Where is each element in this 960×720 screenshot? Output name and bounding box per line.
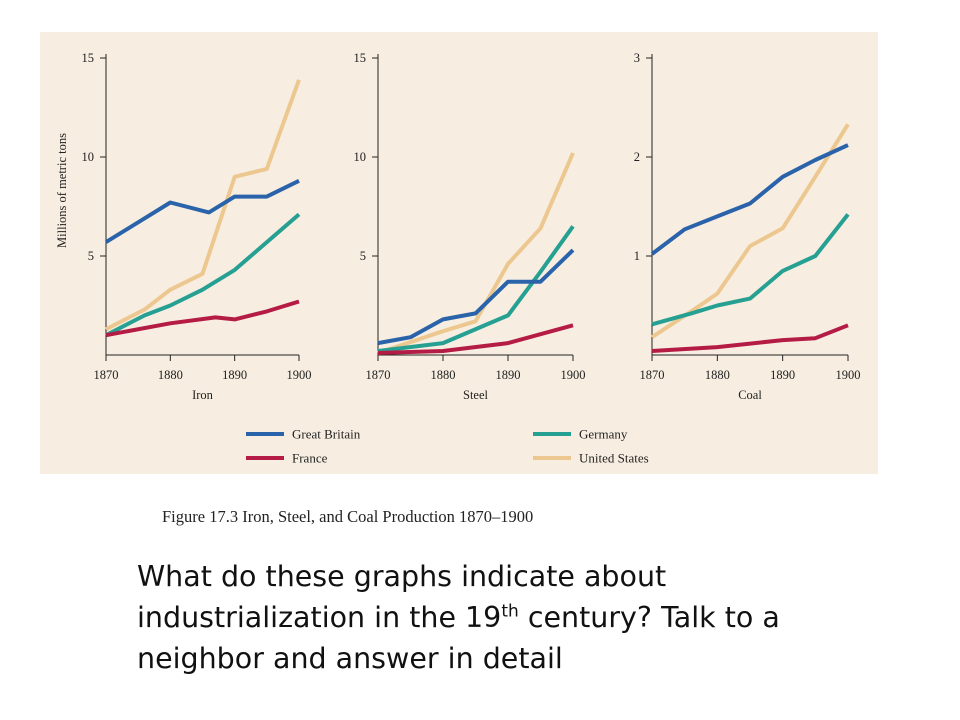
coal-x-tick-label: 1870 [640, 368, 665, 382]
steel-y-tick-label: 15 [354, 51, 367, 65]
iron-x-axis-label: Iron [192, 388, 214, 402]
coal-x-tick-label: 1900 [836, 368, 861, 382]
figure-caption: Figure 17.3 Iron, Steel, and Coal Produc… [162, 507, 534, 526]
steel-x-tick-label: 1870 [366, 368, 391, 382]
question-text-part2: century? Talk to a neighbor and answer i… [137, 601, 780, 675]
question-superscript: th [501, 601, 519, 622]
iron-series-united-states [105, 79, 301, 332]
steel-y-tick-label: 10 [354, 150, 367, 164]
iron-y-tick-label: 5 [88, 249, 94, 263]
steel-series-germany [377, 225, 575, 353]
discussion-question: What do these graphs indicate about indu… [137, 556, 897, 679]
legend-label-germany: Germany [579, 427, 628, 442]
iron-y-axis-label: Millions of metric tons [55, 133, 69, 248]
iron-x-tick-label: 1890 [222, 368, 247, 382]
iron-x-tick-label: 1870 [94, 368, 119, 382]
steel-x-axis-label: Steel [463, 388, 489, 402]
steel-x-tick-label: 1890 [496, 368, 521, 382]
figure-panel: 5 10 15 1870 1880 1890 1900 Iron Millions of met… [40, 32, 878, 474]
steel-series-great-britain [377, 248, 575, 346]
steel-y-tick-label: 5 [360, 249, 366, 263]
iron-series-germany [105, 212, 301, 337]
iron-y-tick-label: 15 [82, 51, 95, 65]
coal-y-tick-label: 2 [634, 150, 640, 164]
coal-series-germany [651, 213, 850, 327]
legend-label-france: France [292, 451, 328, 466]
coal-y-tick-label: 1 [634, 249, 640, 263]
steel-series-united-states [377, 152, 575, 355]
iron-series-great-britain [104, 179, 300, 244]
legend-label-great-britain: Great Britain [292, 427, 361, 442]
coal-series-france [651, 323, 849, 353]
legend-label-united-states: United States [579, 451, 649, 466]
coal-y-tick-label: 3 [634, 51, 640, 65]
steel-x-tick-label: 1900 [561, 368, 586, 382]
question-text-part1: What do these graphs indicate about indu… [137, 560, 667, 634]
coal-series-great-britain [650, 143, 849, 256]
coal-x-tick-label: 1890 [770, 368, 795, 382]
iron-y-tick-label: 10 [82, 150, 95, 164]
steel-x-tick-label: 1880 [431, 368, 456, 382]
coal-x-axis-label: Coal [738, 388, 762, 402]
coal-x-tick-label: 1880 [705, 368, 730, 382]
steel-series-france [377, 323, 574, 355]
iron-x-tick-label: 1880 [158, 368, 183, 382]
iron-series-france [105, 299, 300, 338]
iron-x-tick-label: 1900 [287, 368, 312, 382]
